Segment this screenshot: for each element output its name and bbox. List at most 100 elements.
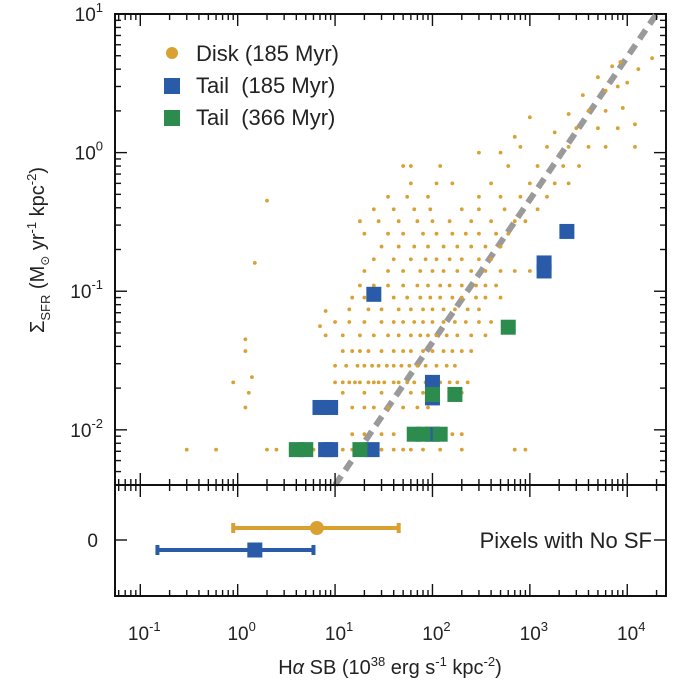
disk-point (401, 405, 406, 410)
disk-point (391, 207, 396, 212)
disk-point (396, 380, 401, 385)
disk-point (350, 349, 355, 353)
lower-panel: 0 Pixels with No SF (87, 484, 667, 597)
lower-y-tick-label: 0 (87, 531, 98, 552)
disk-point (633, 144, 637, 149)
disk-point (386, 269, 390, 273)
disk-point (421, 349, 425, 353)
disk-point (386, 283, 390, 288)
disk-point (450, 231, 455, 236)
disk-point (415, 405, 420, 410)
disk-point (401, 447, 406, 452)
disk-point (250, 375, 254, 380)
disk-point (498, 269, 503, 273)
lower-ticks (115, 485, 666, 596)
disk-point (405, 380, 410, 385)
disk-point (577, 164, 581, 168)
disk-point (421, 231, 425, 236)
disk-point (434, 363, 439, 368)
disk-point (430, 307, 435, 312)
disk-point (483, 283, 488, 288)
disk-point (421, 307, 425, 312)
tail-366-points-group (288, 319, 516, 458)
reference-dashed-line (332, 12, 660, 487)
disk-point (347, 320, 352, 324)
disk-point (438, 447, 443, 452)
disk-point (408, 181, 413, 186)
disk-point (512, 269, 517, 273)
disk-point (455, 380, 460, 385)
disk-point (347, 380, 352, 385)
disk-point (376, 219, 381, 224)
disk-point (469, 333, 474, 338)
disk-point (379, 244, 384, 249)
disk-point (455, 269, 460, 273)
disk-point (379, 307, 384, 312)
disk-point (399, 363, 404, 368)
disk-point (512, 219, 517, 224)
disk-point (371, 333, 376, 338)
disk-point (469, 219, 474, 224)
no-sf-disk-point (309, 521, 324, 535)
x-tick-label: 102 (422, 619, 450, 645)
disk-point (450, 295, 455, 300)
disk-point (333, 380, 337, 385)
disk-point (545, 194, 549, 199)
disk-point (596, 75, 600, 80)
disk-point (246, 390, 251, 395)
legend: Disk (185 Myr) Tail (185 Myr) Tail (366 … (164, 41, 339, 130)
disk-point (483, 244, 488, 249)
disk-point (586, 108, 591, 113)
disk-point (358, 219, 362, 224)
disk-point (552, 130, 557, 135)
disk-point (566, 181, 571, 186)
disk-point (447, 380, 452, 385)
disk-point (323, 309, 328, 313)
disk-point (265, 447, 269, 452)
disk-point (455, 333, 460, 338)
disk-point (426, 333, 430, 338)
tail-185-point (366, 286, 382, 302)
disk-point (527, 181, 532, 186)
disk-point (386, 194, 390, 199)
disk-point (494, 283, 498, 288)
tail-185-point (559, 223, 575, 239)
disk-point (391, 295, 396, 300)
disk-point (477, 257, 481, 262)
legend-tail-185-marker (164, 78, 180, 94)
disk-point (421, 447, 425, 452)
disk-point (459, 295, 464, 300)
disk-point (362, 432, 367, 437)
legend-tail-366-label: Tail (366 Myr) (196, 105, 335, 130)
disk-point (426, 244, 430, 249)
disk-point (535, 207, 540, 212)
tail-185-point (364, 442, 380, 458)
disk-point (405, 194, 410, 199)
disk-point (344, 363, 349, 368)
disk-point (527, 269, 532, 273)
disk-point (438, 283, 443, 288)
disk-point (518, 194, 523, 199)
disk-point (384, 363, 389, 368)
disk-point (450, 349, 455, 353)
no-sf-tail-point (247, 542, 263, 558)
disk-point (430, 219, 435, 224)
disk-point (418, 269, 423, 273)
disk-point (379, 320, 384, 324)
disk-point (362, 269, 367, 273)
disk-point (379, 390, 384, 395)
disk-point (408, 333, 413, 338)
disk-point (453, 307, 457, 312)
disk-point (441, 307, 446, 312)
disk-point (415, 283, 420, 288)
disk-point (455, 244, 460, 249)
disk-point (469, 244, 474, 249)
disk-point (412, 244, 417, 249)
disk-point (426, 194, 430, 199)
x-axis-title: Hα SB (1038 erg s-1 kpc-2) (278, 654, 502, 679)
disk-point (408, 349, 413, 353)
disk-point (459, 207, 464, 212)
disk-point (450, 432, 455, 437)
tail-366-point (447, 386, 463, 402)
disk-point (386, 231, 390, 236)
